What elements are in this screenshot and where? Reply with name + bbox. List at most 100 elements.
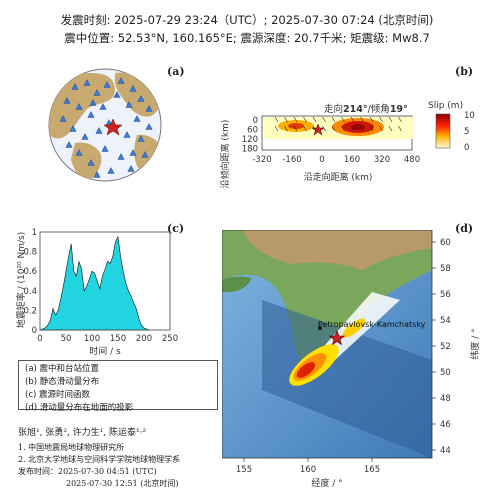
station-triangle-icon bbox=[71, 83, 79, 90]
station-triangle-icon bbox=[75, 103, 83, 110]
station-triangle-icon bbox=[63, 97, 71, 104]
station-triangle-icon bbox=[141, 151, 149, 158]
colorbar-tick-5: 5 bbox=[464, 127, 469, 137]
slip-vector-arrow bbox=[284, 125, 288, 132]
colorbar-tick-0: 0 bbox=[464, 143, 469, 153]
station-triangle-icon bbox=[59, 115, 67, 122]
slip-xtick-label: 160 bbox=[344, 155, 360, 165]
epicenter-star-icon bbox=[103, 118, 123, 136]
slip-vectors bbox=[274, 116, 402, 132]
station-triangle-icon bbox=[107, 167, 115, 174]
station-triangle-icon bbox=[125, 101, 133, 108]
station-triangle-icon bbox=[95, 127, 103, 134]
moment-xtick-label: 100 bbox=[84, 334, 100, 344]
station-triangle-icon bbox=[87, 159, 95, 166]
slip-vector-arrow bbox=[379, 116, 383, 123]
authors: 张旭¹, 张勇², 许力生¹, 陈运泰¹·² bbox=[18, 428, 147, 438]
slip-ytick-label: 180 bbox=[242, 145, 258, 155]
slip-ytick-label: 60 bbox=[247, 126, 258, 136]
slip-vector-arrow bbox=[284, 116, 288, 123]
slip-vector-arrow bbox=[322, 116, 326, 123]
station-triangle-icon bbox=[127, 165, 135, 172]
map-frame bbox=[222, 230, 433, 459]
slip-vector-arrow bbox=[398, 116, 402, 123]
slip-xtick-label: -320 bbox=[252, 155, 271, 165]
station-triangle-icon bbox=[113, 91, 121, 98]
moment-xtick-label: 0 bbox=[37, 334, 42, 344]
moment-ylabel: 地震矩率 / (10²⁰ Nm/s) bbox=[15, 232, 27, 329]
slip-vector-arrow bbox=[369, 125, 374, 132]
station-triangle-icon bbox=[87, 111, 95, 118]
map-ytick-label: 48 bbox=[440, 394, 451, 404]
map-ytick-label: 54 bbox=[440, 316, 451, 326]
slip-vector-arrow bbox=[341, 125, 345, 132]
station-triangle-icon bbox=[129, 85, 137, 92]
panel-b-label: (b) bbox=[455, 65, 474, 78]
slip-vector-arrow bbox=[303, 116, 307, 123]
slip-vector-arrow bbox=[398, 125, 402, 132]
station-triangle-icon bbox=[117, 77, 125, 84]
slip-vector-arrow bbox=[312, 116, 317, 123]
map-highland bbox=[242, 230, 432, 270]
moment-xtick-label: 250 bbox=[162, 334, 178, 344]
event-time-line: 发震时刻: 2025-07-29 23:24（UTC）; 2025-07-30 … bbox=[60, 13, 434, 27]
colorbar-tick-10: 10 bbox=[464, 111, 475, 121]
slip-vector-arrow bbox=[303, 125, 307, 132]
moment-ytick-label: 0.8 bbox=[23, 248, 37, 258]
slip-ylabel: 沿倾向距离 (km) bbox=[219, 120, 231, 189]
slip-vector-arrow bbox=[369, 116, 374, 123]
moment-xtick-label: 50 bbox=[61, 334, 72, 344]
slip-vector-arrow bbox=[331, 116, 336, 123]
station-triangle-icon bbox=[117, 153, 125, 160]
map-xtick-label: 160 bbox=[300, 465, 316, 475]
slip-vector-arrow bbox=[350, 125, 355, 132]
slip-plot-title: 走向214°/倾角19° bbox=[324, 103, 408, 115]
station-triangle-icon bbox=[81, 133, 89, 140]
moment-xlabel: 时间 / s bbox=[89, 345, 121, 357]
moment-xtick-label: 150 bbox=[110, 334, 126, 344]
legend-item-b: (b) 静态滑动量分布 bbox=[25, 377, 100, 387]
map-ytick-label: 44 bbox=[440, 446, 451, 456]
station-triangle-icon bbox=[93, 89, 101, 96]
colorbar-title: Slip (m) bbox=[428, 101, 463, 111]
station-triangle-icon bbox=[93, 171, 101, 178]
legend-item-a: (a) 震中和台站位置 bbox=[25, 364, 100, 374]
map-kamchatka-land bbox=[222, 230, 432, 370]
slip-xtick-label: 320 bbox=[374, 155, 390, 165]
station-triangle-icon bbox=[69, 125, 77, 132]
panel-d-label: (d) bbox=[455, 222, 474, 235]
panel-legend: (a) 震中和台站位置 (b) 静态滑动量分布 (c) 震源时间函数 (d) 滑… bbox=[18, 360, 218, 413]
station-triangle-icon bbox=[133, 115, 141, 122]
station-triangle-icon bbox=[89, 99, 97, 106]
hypocenter-star-icon bbox=[311, 123, 325, 136]
affiliation-1: 1. 中国地震局地球物理研究所 bbox=[18, 443, 125, 452]
event-location-line: 震中位置: 52.53°N, 160.165°E; 震源深度: 20.7千米; … bbox=[64, 31, 430, 45]
slip-vector-arrow bbox=[312, 125, 317, 132]
station-triangle-icon bbox=[75, 149, 83, 156]
legend-item-c: (c) 震源时间函数 bbox=[25, 390, 91, 400]
slip-patch-main-peak bbox=[351, 124, 365, 130]
map-ytick-label: 56 bbox=[440, 290, 451, 300]
map-ytick-label: 46 bbox=[440, 420, 451, 430]
release-beijing: 2025-07-30 12:51 (北京时间) bbox=[66, 479, 179, 488]
map-slip-core bbox=[296, 362, 316, 378]
legend-item-d: (d) 滑动量分布在地面的投影 bbox=[25, 403, 134, 413]
slip-vector-arrow bbox=[350, 116, 355, 123]
slip-vector-arrow bbox=[322, 125, 326, 132]
map-xlabel: 经度 / ° bbox=[311, 477, 342, 489]
slip-vector-arrow bbox=[360, 125, 364, 132]
moment-xtick-label: 200 bbox=[136, 334, 152, 344]
moment-ytick-label: 1 bbox=[32, 228, 37, 238]
moment-plot-frame bbox=[39, 231, 171, 331]
station-triangle-icon bbox=[65, 141, 73, 148]
slip-vector-arrow bbox=[274, 125, 279, 132]
station-triangle-icon bbox=[99, 103, 107, 110]
moment-ytick-label: 0.4 bbox=[23, 287, 37, 297]
slip-xtick-label: -160 bbox=[282, 155, 301, 165]
station-triangle-icon bbox=[137, 135, 145, 142]
slip-ytick-label: 120 bbox=[242, 135, 258, 145]
station-triangle-icon bbox=[145, 123, 153, 130]
map-trench bbox=[262, 300, 432, 458]
slip-patch-west-core bbox=[288, 123, 304, 129]
